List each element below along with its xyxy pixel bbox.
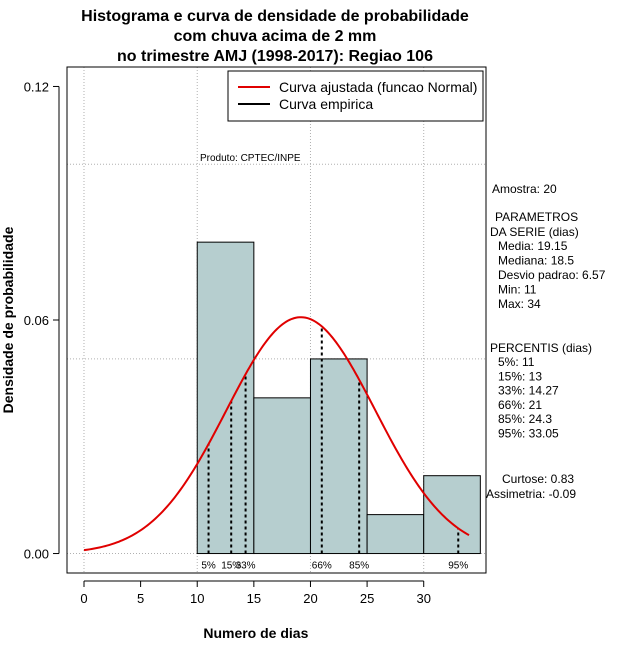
percentile-label: 95% bbox=[448, 561, 468, 572]
histogram-bars bbox=[196, 241, 481, 555]
x-tick-label: 5 bbox=[137, 591, 144, 606]
x-tick-label: 0 bbox=[80, 591, 87, 606]
legend[interactable]: Curva ajustada (funcao Normal)Curva empi… bbox=[227, 70, 484, 122]
y-axis-title: Densidade de probabilidade bbox=[0, 226, 16, 413]
histogram-bar bbox=[423, 475, 481, 555]
histogram-bar bbox=[196, 241, 255, 555]
normal-curve bbox=[83, 316, 470, 552]
param-value: Mediana: 18.5 bbox=[498, 254, 574, 268]
percentile-label: 15% bbox=[221, 561, 241, 572]
title-line-2: com chuva acima de 2 mm bbox=[174, 28, 377, 45]
percentile-value: 15%: 13 bbox=[498, 369, 542, 383]
chart-title: Histograma e curva de densidade de proba… bbox=[81, 8, 469, 65]
legend-label: Curva ajustada (funcao Normal) bbox=[279, 79, 477, 95]
x-tick-label: 25 bbox=[360, 591, 374, 606]
percentile-value: 5%: 11 bbox=[498, 355, 535, 369]
product-note-text: Produto: CPTEC/INPE bbox=[200, 153, 301, 164]
percentile-value: 85%: 24.3 bbox=[498, 412, 552, 426]
param-value: Desvio padrao: 6.57 bbox=[498, 268, 606, 282]
sample-size: Amostra: 20 bbox=[492, 182, 557, 196]
param-value: Min: 11 bbox=[498, 283, 537, 297]
percentiles-title: PERCENTIS (dias) bbox=[490, 341, 592, 355]
percentile-label: 5% bbox=[201, 561, 216, 572]
product-note: Produto: CPTEC/INPE bbox=[200, 153, 301, 164]
percentile-label: 33% bbox=[236, 561, 256, 572]
x-tick-label: 15 bbox=[247, 591, 261, 606]
x-tick-label: 20 bbox=[303, 591, 317, 606]
percentile-value: 33%: 14.27 bbox=[498, 384, 559, 398]
y-tick-label: 0.00 bbox=[24, 547, 49, 562]
params-subtitle: DA SERIE (dias) bbox=[490, 225, 579, 239]
percentile-value: 66%: 21 bbox=[498, 398, 542, 412]
x-tick-label: 30 bbox=[416, 591, 430, 606]
title-line-1: Histograma e curva de densidade de proba… bbox=[81, 8, 469, 25]
percentile-label: 66% bbox=[312, 561, 332, 572]
skewness: Assimetria: -0.09 bbox=[486, 487, 576, 501]
legend-box bbox=[227, 70, 484, 122]
title-line-3: no trimestre AMJ (1998-2017): Regiao 106 bbox=[117, 48, 433, 65]
x-tick-label: 10 bbox=[190, 591, 204, 606]
histogram-bar bbox=[309, 358, 368, 555]
axes: 0 5 10 15 20 25 30 0.00 0.06 0.12 Numero de dias De… bbox=[0, 66, 487, 641]
kurtosis: Curtose: 0.83 bbox=[502, 472, 574, 486]
x-axis-title: Numero de dias bbox=[203, 625, 308, 641]
percentile-label: 85% bbox=[349, 561, 369, 572]
params-title: PARAMETROS bbox=[495, 210, 578, 224]
plot-frame bbox=[66, 66, 487, 574]
y-tick-label: 0.06 bbox=[24, 313, 49, 328]
legend-label: Curva empirica bbox=[279, 96, 373, 112]
normal-curve-line bbox=[83, 316, 470, 552]
y-tick-label: 0.12 bbox=[24, 79, 49, 94]
param-value: Media: 19.15 bbox=[498, 239, 568, 253]
param-value: Max: 34 bbox=[498, 297, 541, 311]
percentile-lines: 5% 15%33% 66% 85% 95% bbox=[201, 326, 468, 572]
histogram-bar bbox=[253, 397, 311, 555]
percentile-value: 95%: 33.05 bbox=[498, 427, 559, 441]
histogram-bar bbox=[366, 514, 425, 555]
